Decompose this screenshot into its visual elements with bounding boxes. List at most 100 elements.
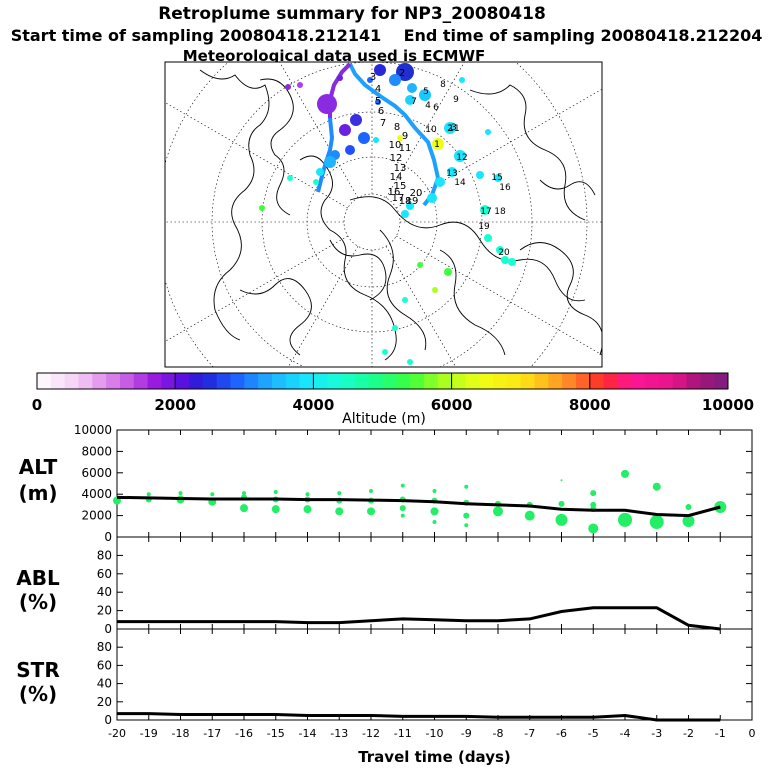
panel-abl-label: ABL [16, 566, 60, 590]
cluster-day-label: 12 [456, 153, 467, 163]
colorbar-cell [161, 373, 176, 389]
alt-cluster-point [588, 523, 599, 534]
panel-frame [116, 536, 753, 630]
latitude-circle [261, 111, 483, 333]
alt-cluster-point [303, 505, 312, 514]
colorbar-cell [437, 373, 453, 389]
colorbar-cell [534, 373, 549, 389]
colorbar-cell [244, 373, 259, 389]
x-tick-label: -2 [683, 727, 694, 740]
colorbar-cell [493, 373, 508, 389]
x-tick-label: -7 [524, 727, 535, 740]
map-point [419, 89, 431, 101]
x-tick-label: -15 [267, 727, 285, 740]
track-day-label: 9 [402, 131, 408, 142]
map-point [316, 168, 324, 176]
cluster-day-label: 1 [434, 140, 440, 150]
x-tick-label: -16 [235, 727, 253, 740]
cluster-day-label: 7 [411, 97, 417, 107]
map-point [396, 63, 414, 81]
alt-cluster-point [590, 501, 597, 508]
colorbar-cell [271, 373, 287, 389]
colorbar-cell [119, 373, 135, 389]
map-point [350, 114, 362, 126]
cluster-day-label: 18 [494, 207, 506, 217]
map-point [417, 262, 423, 268]
map-point [432, 138, 444, 150]
colorbar-cell [506, 373, 522, 389]
cluster-day-label: 13 [446, 169, 457, 179]
map-point [397, 135, 403, 141]
cluster-day-label: 3 [451, 123, 457, 133]
alt-cluster-point [430, 507, 439, 516]
x-tick-label: -8 [493, 727, 504, 740]
alt-cluster-point [590, 490, 597, 497]
colorbar-cell [548, 373, 563, 389]
colorbar-cell [202, 373, 218, 389]
map-point [496, 246, 504, 254]
end-time-label: End time of sampling 20080418.212204 [404, 26, 763, 45]
alt-cluster-point [399, 505, 406, 512]
y-tick-label: 0 [104, 530, 112, 544]
alt-cluster-point [242, 491, 246, 496]
x-tick-label: 0 [749, 727, 756, 740]
alt-cluster-point [621, 469, 629, 478]
x-tick-label: -10 [426, 727, 444, 740]
map-point [337, 75, 343, 81]
cluster-day-label: 8 [440, 80, 446, 90]
panel-alt-unit: (m) [18, 481, 57, 505]
colorbar-cell [147, 373, 162, 389]
colorbar-cell [631, 373, 646, 389]
track-day-label: 17 [392, 193, 405, 204]
cluster-day-label: 17 [480, 207, 491, 217]
map-point [339, 124, 351, 136]
longitude-line [165, 235, 348, 342]
met-data-label: Meteorological data used is ECMWF [183, 47, 486, 65]
map-point [407, 83, 417, 93]
colorbar-cell [451, 373, 466, 389]
panel-alt-label: ALT [19, 455, 58, 479]
cluster-day-label: 14 [454, 178, 466, 188]
map-point [382, 349, 388, 355]
y-tick-label: 6000 [81, 466, 112, 480]
colorbar-cell [92, 373, 107, 389]
map-point [367, 77, 373, 83]
map-point [401, 210, 409, 218]
alt-mean-line [116, 495, 721, 518]
alt-cluster-point [558, 500, 565, 507]
cluster-day-label: 19 [478, 222, 490, 232]
track-day-label: 18 [399, 196, 412, 207]
colorbar-cell [520, 373, 536, 389]
track-day-label: 12 [390, 153, 403, 164]
alt-cluster-point [210, 492, 215, 497]
alt-cluster-point [146, 492, 151, 497]
colorbar-cell [37, 373, 52, 389]
y-tick-label: 4000 [81, 487, 112, 501]
colorbar-cell [396, 373, 411, 389]
alt-cluster-point [432, 520, 437, 525]
colorbar-cell [189, 373, 204, 389]
time-series-panels: 0200040006000800010000ALT(m)020406080ABL… [16, 423, 755, 766]
track-day-label: 14 [390, 172, 403, 183]
map-point [427, 193, 437, 203]
colorbar-cell [589, 373, 605, 389]
colorbar-label: Altitude (m) [342, 411, 426, 427]
track-day-label: 5 [375, 96, 381, 107]
panel-str-label: STR [16, 658, 59, 682]
colorbar-cell [64, 373, 79, 389]
track-day-label: 13 [394, 163, 407, 174]
colorbar-cell [50, 373, 66, 389]
map-point [407, 359, 413, 365]
panel-abl: 0 20 40 60 80 ABL(%) [16, 536, 753, 636]
track-day-label: 8 [394, 122, 400, 133]
colorbar-cell [313, 373, 328, 389]
map-point [444, 122, 456, 134]
colorbar-cell [658, 373, 674, 389]
colorbar-cell [354, 373, 370, 389]
track-day-label: 20 [410, 188, 423, 199]
x-tick-label: -11 [394, 727, 412, 740]
track-day-label: 3 [370, 72, 376, 83]
colorbar-tick-label: 6000 [431, 396, 473, 414]
panel-frame [116, 628, 753, 721]
